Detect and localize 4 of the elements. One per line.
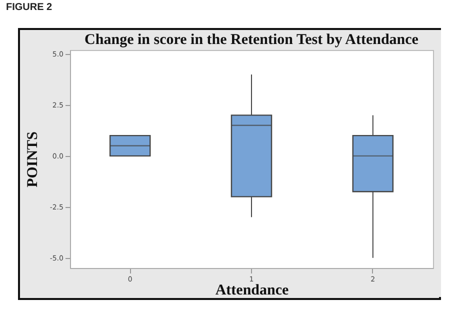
caption: FIGURE 2 (6, 2, 52, 13)
x-axis-title: Attendance (215, 282, 289, 298)
y-axis-title: POINTS (24, 132, 41, 188)
chart-title: Change in score in the Retention Test by Attendance (84, 32, 419, 48)
